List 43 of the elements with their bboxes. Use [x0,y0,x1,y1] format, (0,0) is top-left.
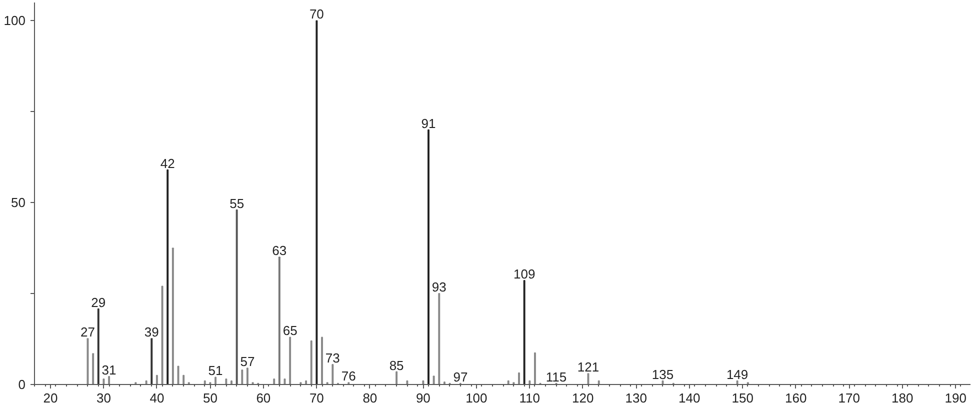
annotation: 121 [577,360,600,375]
annotation: 27 [80,324,95,340]
x-tick-label: 30 [96,390,111,406]
x-tick-label: 40 [150,390,164,406]
annotation: 57 [240,354,255,370]
x-tick-label: 160 [785,390,807,406]
x-tick-label: 80 [362,390,378,406]
x-tick-label: 120 [572,390,594,406]
x-tick-label: 130 [625,390,647,406]
x-tick-label: 170 [838,390,860,406]
annotation: 149 [726,366,748,382]
annotation: 97 [453,369,468,384]
annotation: 135 [652,366,674,382]
y-tick-label: 0 [18,377,26,392]
x-tick-label: 100 [466,390,488,406]
annotation: 91 [421,116,436,131]
x-tick-label: 150 [732,390,754,406]
annotation: 39 [144,324,159,340]
annotation: 29 [91,294,106,310]
x-tick-label: 140 [678,390,700,406]
annotation: 109 [513,266,536,282]
annotation: 63 [272,243,287,258]
x-tick-label: 190 [944,390,966,406]
annotation: 93 [432,280,446,295]
x-tick-label: 70 [309,390,324,406]
x-tick-label: 50 [202,390,218,406]
annotation: 42 [160,156,175,171]
y-tick-label: 50 [11,195,26,210]
annotation: 31 [102,362,116,378]
x-tick-label: 180 [892,390,914,406]
annotation: 85 [389,358,404,373]
x-tick-label: 60 [256,390,271,406]
x-tick-label: 110 [519,390,540,406]
annotation: 65 [282,323,298,338]
annotation: 76 [341,368,356,384]
annotation: 115 [546,369,567,384]
x-tick-label: 90 [416,390,430,406]
annotation: 70 [309,6,324,22]
y-tick-label: 100 [4,13,26,28]
x-tick-label: 20 [43,390,58,406]
annotation: 51 [208,363,223,378]
annotation: 55 [230,196,244,211]
annotation: 73 [325,350,340,366]
